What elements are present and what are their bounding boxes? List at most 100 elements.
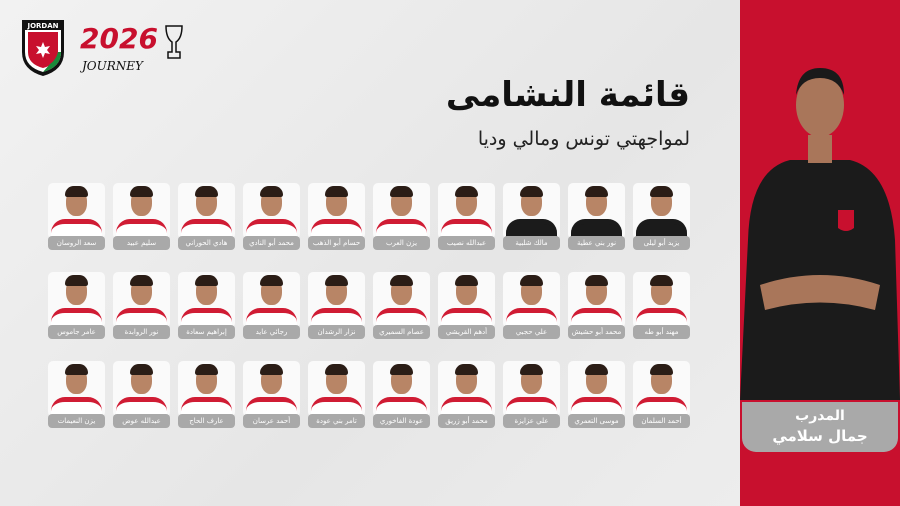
coach-name: جمال سلامي bbox=[772, 427, 868, 445]
player-photo bbox=[113, 361, 170, 417]
player-name: أحمد عرسان bbox=[243, 414, 300, 428]
player-photo bbox=[178, 361, 235, 417]
player-name: سعد الروسان bbox=[48, 236, 105, 250]
player-name: محمد أبو حشيش bbox=[568, 325, 625, 339]
player-photo bbox=[48, 183, 105, 239]
player-card: نور بني عطية bbox=[568, 183, 625, 253]
player-photo bbox=[48, 272, 105, 328]
player-hair bbox=[390, 364, 413, 375]
player-hair bbox=[390, 275, 413, 286]
player-photo bbox=[568, 272, 625, 328]
player-photo bbox=[113, 272, 170, 328]
player-name: عصام السميري bbox=[373, 325, 430, 339]
player-card: محمد أبو النادي bbox=[243, 183, 300, 253]
player-name: محمد أبو زريق bbox=[438, 414, 495, 428]
shirt bbox=[506, 397, 557, 417]
shirt bbox=[441, 219, 492, 239]
player-hair bbox=[130, 364, 153, 375]
shirt bbox=[506, 308, 557, 328]
player-photo bbox=[178, 183, 235, 239]
shirt bbox=[246, 397, 297, 417]
player-name: رجائي عايد bbox=[243, 325, 300, 339]
player-card: هادي الحوراني bbox=[178, 183, 235, 253]
shirt bbox=[51, 308, 102, 328]
player-card: أحمد عرسان bbox=[243, 361, 300, 431]
shirt bbox=[376, 397, 427, 417]
player-card: رجائي عايد bbox=[243, 272, 300, 342]
player-name: نور بني عطية bbox=[568, 236, 625, 250]
player-name: أدهم القريشي bbox=[438, 325, 495, 339]
player-hair bbox=[520, 364, 543, 375]
player-card: عصام السميري bbox=[373, 272, 430, 342]
player-photo bbox=[438, 272, 495, 328]
player-photo bbox=[373, 272, 430, 328]
player-card: عودة الفاخوري bbox=[373, 361, 430, 431]
shirt bbox=[636, 308, 687, 328]
player-card: تامر بني عودة bbox=[308, 361, 365, 431]
shirt bbox=[571, 397, 622, 417]
player-name: عبدالله عوض bbox=[113, 414, 170, 428]
player-photo bbox=[308, 272, 365, 328]
player-card: علي حجبي bbox=[503, 272, 560, 342]
trophy-icon bbox=[165, 25, 183, 59]
player-hair bbox=[520, 275, 543, 286]
player-hair bbox=[520, 186, 543, 197]
player-name: تامر بني عودة bbox=[308, 414, 365, 428]
player-photo bbox=[243, 272, 300, 328]
player-photo bbox=[113, 183, 170, 239]
player-card: علي عزايزة bbox=[503, 361, 560, 431]
player-name: علي حجبي bbox=[503, 325, 560, 339]
player-card: محمد أبو زريق bbox=[438, 361, 495, 431]
player-photo bbox=[568, 361, 625, 417]
player-photo bbox=[568, 183, 625, 239]
player-photo bbox=[633, 183, 690, 239]
shirt bbox=[441, 308, 492, 328]
federation-logo-text: JORDAN bbox=[26, 22, 58, 30]
shirt bbox=[376, 308, 427, 328]
player-card: نور الروابدة bbox=[113, 272, 170, 342]
shirt bbox=[311, 397, 362, 417]
player-photo bbox=[373, 361, 430, 417]
player-hair bbox=[650, 275, 673, 286]
player-card: عامر جاموس bbox=[48, 272, 105, 342]
shirt bbox=[636, 219, 687, 239]
shirt bbox=[181, 219, 232, 239]
player-hair bbox=[455, 364, 478, 375]
shirt bbox=[506, 219, 557, 239]
player-photo bbox=[308, 183, 365, 239]
page-subtitle: لمواجهتي تونس ومالي وديا bbox=[477, 128, 690, 150]
shirt bbox=[246, 308, 297, 328]
player-hair bbox=[65, 275, 88, 286]
player-hair bbox=[325, 364, 348, 375]
player-card: سعد الروسان bbox=[48, 183, 105, 253]
page-title: قائمة النشامى bbox=[445, 75, 690, 115]
coach-caption: المدرب جمال سلامي bbox=[742, 402, 898, 452]
player-card: عبدالله عوض bbox=[113, 361, 170, 431]
player-card: يزن العرب bbox=[373, 183, 430, 253]
player-hair bbox=[65, 364, 88, 375]
player-photo bbox=[633, 272, 690, 328]
player-photo bbox=[438, 183, 495, 239]
shirt bbox=[246, 219, 297, 239]
player-name: نور الروابدة bbox=[113, 325, 170, 339]
player-name: عبدالله نصيب bbox=[438, 236, 495, 250]
player-card: مالك شلبية bbox=[503, 183, 560, 253]
player-card: أحمد السلمان bbox=[633, 361, 690, 431]
player-photo bbox=[48, 361, 105, 417]
jordan-federation-logo: JORDAN bbox=[22, 20, 64, 76]
player-name: مهند أبو طه bbox=[633, 325, 690, 339]
player-card: سليم عبيد bbox=[113, 183, 170, 253]
player-hair bbox=[455, 186, 478, 197]
shirt bbox=[51, 397, 102, 417]
player-name: يزن العرب bbox=[373, 236, 430, 250]
player-name: مالك شلبية bbox=[503, 236, 560, 250]
player-card: يزن النعيمات bbox=[48, 361, 105, 431]
shirt bbox=[311, 219, 362, 239]
shirt bbox=[441, 397, 492, 417]
player-card: عارف الحاج bbox=[178, 361, 235, 431]
player-name: عامر جاموس bbox=[48, 325, 105, 339]
player-hair bbox=[650, 364, 673, 375]
shirt bbox=[51, 219, 102, 239]
player-hair bbox=[195, 364, 218, 375]
player-hair bbox=[130, 275, 153, 286]
